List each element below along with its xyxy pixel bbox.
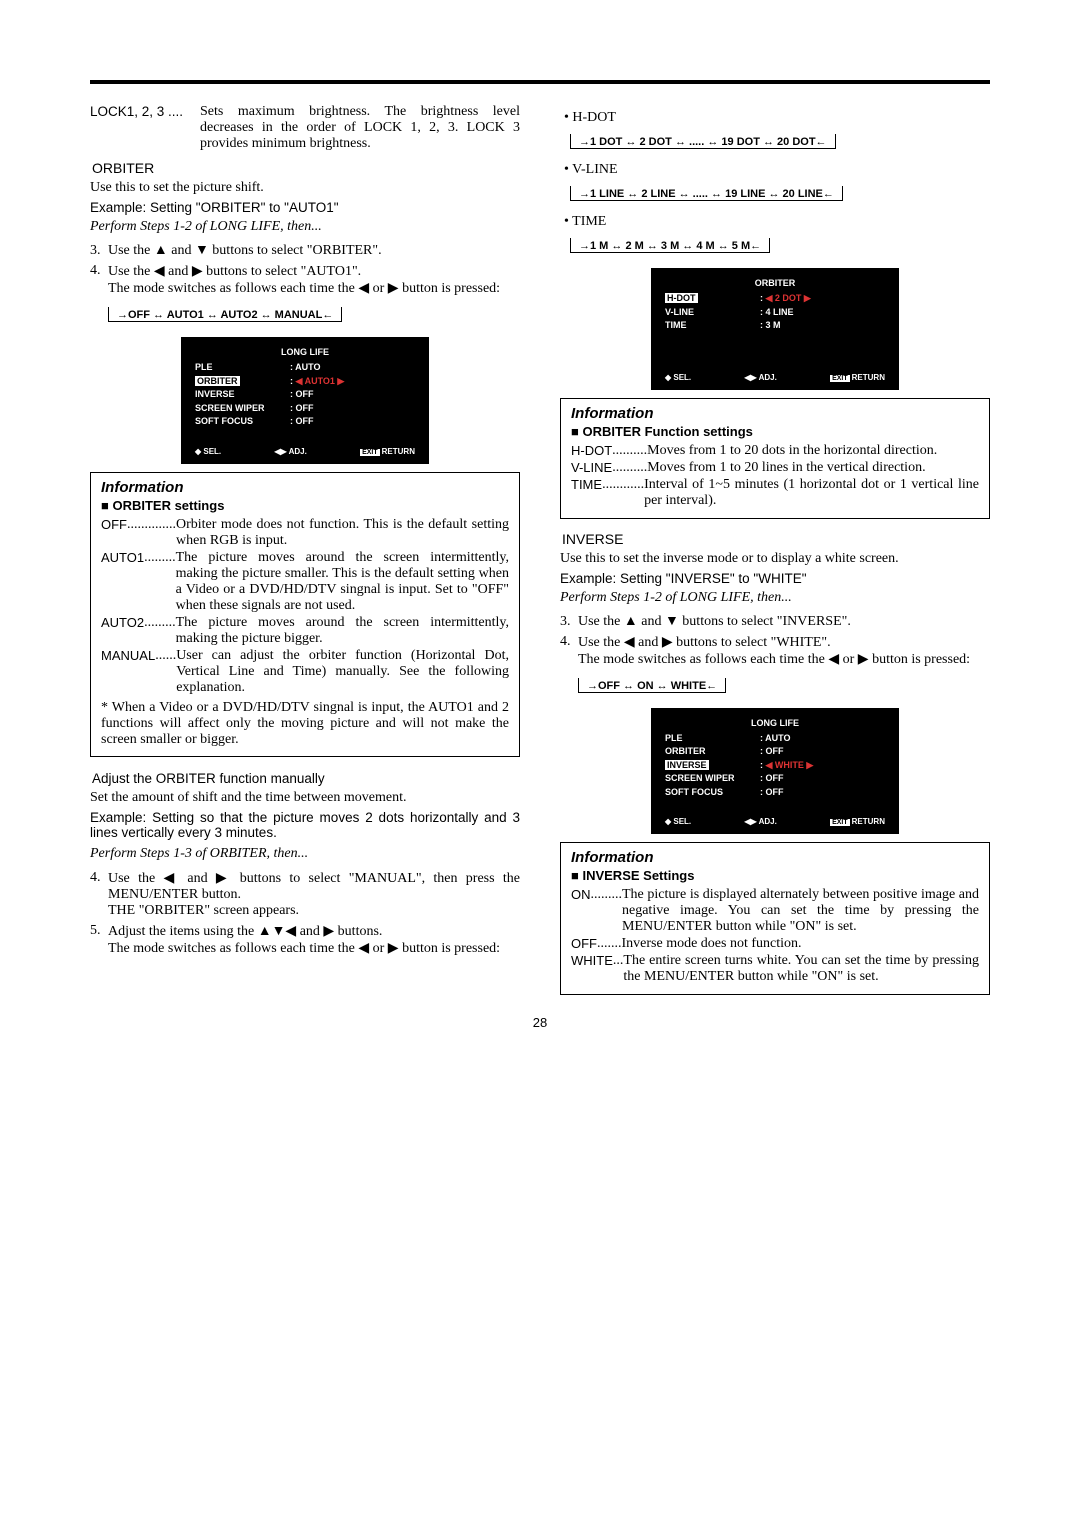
manual-heading: Adjust the ORBITER function manually (92, 771, 520, 786)
hdot-modes-box: →1 DOT ↔ 2 DOT ↔ ..... ↔ 19 DOT ↔ 20 DOT… (570, 134, 836, 150)
info-orbiter-function: Information ORBITER Function settings H-… (560, 398, 990, 519)
manual-step5: 5. Adjust the items using the ▲▼◀ and ▶ … (90, 923, 520, 957)
inverse-heading: INVERSE (562, 531, 990, 547)
osd-row: TIME: 3 M (665, 319, 885, 333)
definition-row: OFF ..............Orbiter mode does not … (101, 517, 509, 549)
definition-row: WHITE ...The entire screen turns white. … (571, 953, 979, 985)
osd-row: ORBITER: ◀ AUTO1 ▶ (195, 375, 415, 389)
orbiter-step3: 3. Use the ▲ and ▼ buttons to select "OR… (90, 243, 520, 259)
inverse-step4: 4. Use the ◀ and ▶ buttons to select "WH… (560, 634, 990, 668)
osd-row: INVERSE: ◀ WHITE ▶ (665, 759, 885, 773)
lock-label: LOCK1, 2, 3 .... (90, 104, 200, 152)
orbiter-example: Example: Setting "ORBITER" to "AUTO1" (90, 200, 520, 215)
osd-row: V-LINE: 4 LINE (665, 306, 885, 320)
time-label: • TIME (564, 214, 990, 230)
orbiter-step4: 4. Use the ◀ and ▶ buttons to select "AU… (90, 263, 520, 297)
page-number: 28 (90, 1015, 990, 1030)
manual-step4: 4. Use the ◀ and ▶ buttons to select "MA… (90, 870, 520, 919)
inverse-perform: Perform Steps 1-2 of LONG LIFE, then... (560, 590, 990, 606)
manual-example: Example: Setting so that the picture mov… (90, 810, 520, 840)
osd-row: SOFT FOCUS: OFF (195, 415, 415, 429)
right-column: • H-DOT →1 DOT ↔ 2 DOT ↔ ..... ↔ 19 DOT … (560, 104, 990, 995)
definition-row: ON .........The picture is displayed alt… (571, 887, 979, 935)
definition-row: AUTO2 .........The picture moves around … (101, 615, 509, 647)
osd-orbiter: ORBITER H-DOT: ◀ 2 DOT ▶V-LINE: 4 LINETI… (651, 268, 899, 390)
osd-row: INVERSE: OFF (195, 388, 415, 402)
inverse-modes-box: →OFF ↔ ON ↔ WHITE← (578, 678, 726, 694)
orbiter-heading: ORBITER (92, 160, 520, 176)
osd-row: SOFT FOCUS: OFF (665, 786, 885, 800)
osd-row: ORBITER: OFF (665, 745, 885, 759)
hdot-label: • H-DOT (564, 110, 990, 126)
orbiter-perform: Perform Steps 1-2 of LONG LIFE, then... (90, 219, 520, 235)
inverse-intro: Use this to set the inverse mode or to d… (560, 551, 990, 567)
osd-row: SCREEN WIPER: OFF (195, 402, 415, 416)
orbiter-intro: Use this to set the picture shift. (90, 180, 520, 196)
osd-row: PLE: AUTO (665, 732, 885, 746)
manual-intro: Set the amount of shift and the time bet… (90, 790, 520, 806)
inverse-example: Example: Setting "INVERSE" to "WHITE" (560, 571, 990, 586)
definition-row: MANUAL ......User can adjust the orbiter… (101, 648, 509, 696)
definition-row: OFF .......Inverse mode does not functio… (571, 936, 979, 952)
vline-modes-box: →1 LINE ↔ 2 LINE ↔ ..... ↔ 19 LINE ↔ 20 … (570, 186, 843, 202)
vline-label: • V-LINE (564, 162, 990, 178)
osd-longlife-2: LONG LIFE PLE: AUTOORBITER: OFFINVERSE: … (651, 708, 899, 835)
info-orbiter-settings: Information ORBITER settings OFF .......… (90, 472, 520, 757)
osd-row: H-DOT: ◀ 2 DOT ▶ (665, 292, 885, 306)
definition-row: V-LINE ..........Moves from 1 to 20 line… (571, 460, 979, 476)
lock-block: LOCK1, 2, 3 .... Sets maximum brightness… (90, 104, 520, 152)
orbiter-modes-box: →OFF ↔ AUTO1 ↔ AUTO2 ↔ MANUAL← (108, 307, 342, 323)
time-modes-box: →1 M ↔ 2 M ↔ 3 M ↔ 4 M ↔ 5 M← (570, 238, 770, 254)
osd-row: SCREEN WIPER: OFF (665, 772, 885, 786)
osd-longlife-1: LONG LIFE PLE: AUTOORBITER: ◀ AUTO1 ▶INV… (181, 337, 429, 464)
top-rule (90, 80, 990, 84)
definition-row: H-DOT..........Moves from 1 to 20 dots i… (571, 443, 979, 459)
osd-row: PLE: AUTO (195, 361, 415, 375)
definition-row: TIME ............Interval of 1~5 minutes… (571, 477, 979, 509)
info1-note: * When a Video or a DVD/HD/DTV singnal i… (101, 700, 509, 748)
definition-row: AUTO1 .........The picture moves around … (101, 550, 509, 614)
inverse-step3: 3. Use the ▲ and ▼ buttons to select "IN… (560, 614, 990, 630)
lock-text: Sets maximum brightness. The brightness … (200, 104, 520, 152)
left-column: LOCK1, 2, 3 .... Sets maximum brightness… (90, 104, 520, 995)
manual-perform: Perform Steps 1-3 of ORBITER, then... (90, 846, 520, 862)
info-inverse-settings: Information INVERSE Settings ON ........… (560, 842, 990, 995)
